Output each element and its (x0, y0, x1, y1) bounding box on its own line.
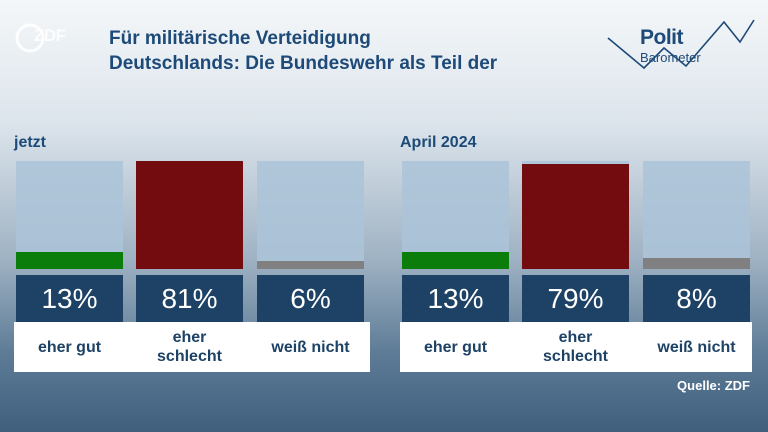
value-label: 81% (136, 275, 243, 322)
category-label-text: eher schlecht (157, 329, 222, 365)
category-label: eher gut (423, 338, 488, 356)
category-strip-april-2024 (400, 322, 752, 372)
bar-eher-gut-jetzt (16, 252, 123, 269)
group-label-jetzt: jetzt (14, 134, 46, 151)
value-label: 8% (643, 275, 750, 322)
category-label: eher schlecht (136, 322, 243, 372)
value-label: 13% (402, 275, 509, 322)
bar-track (257, 161, 364, 269)
bar-weiss-nicht-april-2024 (643, 258, 750, 269)
chart-title-line-2: Deutschlands: Die Bundeswehr als Teil de… (109, 53, 498, 74)
category-label-text: eher schlecht (543, 329, 608, 365)
zdf-logo (15, 23, 45, 53)
bar-weiss-nicht-jetzt (257, 261, 364, 269)
bar-track (643, 161, 750, 269)
bar-track (402, 161, 509, 269)
bar-track (16, 161, 123, 269)
brand-polit: Polit (640, 26, 684, 49)
chart-title-line-1: Für militärische Verteidigung (109, 28, 371, 49)
bar-track (136, 161, 243, 269)
value-label: 79% (522, 275, 629, 322)
value-label: 13% (16, 275, 123, 322)
source-note: Quelle: ZDF (677, 378, 750, 393)
chart-title: Für militärische Verteidigung Deutschlan… (109, 26, 497, 76)
bar-eher-gut-april-2024 (402, 252, 509, 269)
bar-eher-schlecht-april-2024 (522, 164, 629, 269)
value-label: 6% (257, 275, 364, 322)
brand-barometer: Barometer (640, 50, 701, 65)
group-label-april-2024: April 2024 (400, 134, 477, 151)
category-label: eher gut (37, 338, 102, 356)
bar-track (522, 161, 629, 269)
category-label: weiß nicht (271, 338, 350, 356)
zdf-logo-text: ZDF (34, 26, 66, 45)
category-label: weiß nicht (657, 338, 736, 356)
category-label: eher schlecht (522, 322, 629, 372)
politbarometer-logo (607, 19, 755, 70)
bar-eher-schlecht-jetzt (136, 161, 243, 269)
category-strip-jetzt (14, 322, 370, 372)
